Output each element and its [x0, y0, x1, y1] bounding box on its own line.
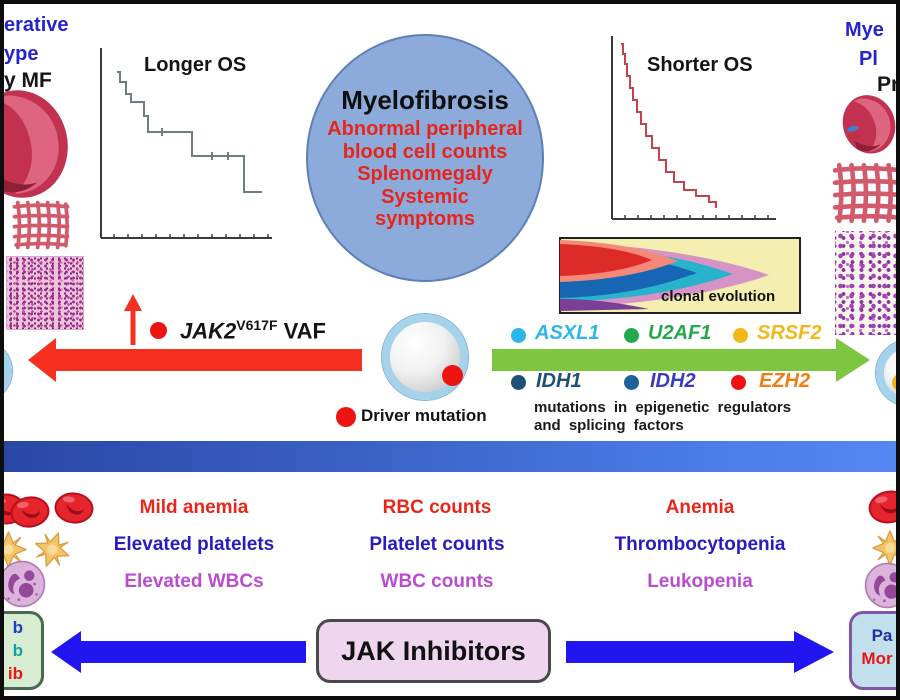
u2af1-dot-icon	[624, 328, 639, 343]
drug-name: Mor	[861, 649, 893, 668]
longer-os-label: Longer OS	[144, 54, 247, 76]
feature-line: Splenomegaly	[357, 163, 493, 186]
drug-name: b	[12, 617, 23, 637]
count-line: Leukopenia	[647, 571, 753, 592]
count-line: Platelet counts	[369, 534, 505, 555]
drug-name: Pa	[871, 626, 893, 645]
driver-legend-dot-icon	[336, 407, 356, 427]
up-arrow-icon	[124, 294, 142, 345]
jak2-variant: V617F	[236, 317, 278, 333]
ezh2-dot-icon	[731, 375, 746, 390]
spleen-icon	[0, 88, 72, 202]
gene-asxl1: ASXL1	[535, 322, 600, 344]
count-line: Elevated platelets	[113, 534, 275, 555]
count-line: Mild anemia	[139, 497, 249, 518]
feature-line: Abnormal peripheral	[327, 118, 523, 141]
right-phenotype-line-1: Mye	[845, 19, 884, 41]
count-line: Anemia	[665, 497, 735, 518]
shorter-os-label: Shorter OS	[647, 54, 753, 76]
left-therapy-arrow	[51, 631, 306, 673]
epigenetic-caption-line-2: and splicing factors	[534, 417, 684, 434]
jak2-vaf-label: JAK2V617F VAF	[180, 317, 326, 344]
left-progression-arrow	[28, 338, 362, 382]
drug-name: b	[12, 640, 23, 660]
spleen-icon	[838, 94, 898, 156]
count-line: RBC counts	[382, 497, 492, 518]
middle-counts-column: RBC counts Platelet counts WBC counts	[344, 497, 530, 592]
right-progression-arrow	[492, 338, 870, 382]
left-counts-column: Mild anemia Elevated platelets Elevated …	[89, 497, 299, 592]
rbc-icon	[868, 489, 900, 525]
gene-srsf2: SRSF2	[757, 322, 822, 344]
platelet-icon	[872, 530, 900, 566]
right-drug-box	[849, 611, 896, 690]
jak-inhibitors-label: JAK Inhibitors	[341, 635, 526, 666]
left-drug-box: b b ib	[4, 611, 44, 690]
jak2-gene: JAK2	[180, 318, 237, 344]
drug-name: ib	[7, 663, 23, 683]
longer-os-survival-curve	[100, 48, 272, 239]
count-line: Thrombocytopenia	[614, 534, 786, 555]
idh2-dot-icon	[624, 375, 639, 390]
disease-title: Myelofibrosis	[341, 85, 509, 116]
stem-cell-icon	[382, 314, 468, 400]
rbc-icon	[10, 495, 50, 529]
vaf-suffix: VAF	[283, 318, 326, 344]
gene-idh1: IDH1	[536, 370, 582, 392]
stem-cell-icon	[876, 340, 896, 406]
idh1-dot-icon	[511, 375, 526, 390]
rbc-icon	[54, 491, 94, 525]
srsf2-dot-icon	[733, 328, 748, 343]
gene-ezh2: EZH2	[759, 370, 811, 392]
shorter-os-survival-curve	[611, 36, 776, 220]
right-phenotype-line-3: Pr	[877, 73, 900, 96]
feature-line: Systemic	[381, 185, 469, 208]
left-phenotype-line-3: y MF	[4, 69, 52, 92]
phenotype-spectrum-bar	[4, 441, 896, 472]
driver-mutation-dot-icon	[442, 365, 463, 386]
left-phenotype-line-1: erative	[4, 14, 69, 36]
wbc-icon	[864, 562, 900, 609]
jak-inhibitors-box: JAK Inhibitors	[316, 619, 551, 683]
driver-mutation-label: Driver mutation	[361, 406, 487, 425]
feature-line: blood cell counts	[342, 140, 508, 163]
feature-line: symptoms	[374, 208, 476, 231]
secondary-mutation-dot-icon	[892, 374, 896, 391]
right-therapy-arrow	[566, 631, 834, 673]
clonal-evolution-label: clonal evolution	[661, 288, 776, 305]
asxl1-dot-icon	[511, 328, 526, 343]
epigenetic-caption-line-1: mutations in epigenetic regulators	[534, 399, 792, 416]
bone-marrow-histology-image	[6, 256, 84, 330]
right-phenotype-line-2: Pl	[859, 48, 878, 70]
red-dot-icon	[150, 322, 167, 339]
clonal-evolution-plot	[559, 237, 801, 314]
gene-u2af1: U2AF1	[648, 322, 712, 344]
blood-smear-image	[835, 231, 896, 335]
wbc-icon	[0, 560, 46, 608]
gene-idh2: IDH2	[650, 370, 696, 392]
fibrosis-mesh-icon	[12, 200, 70, 250]
count-line: WBC counts	[380, 571, 494, 592]
right-counts-column: Anemia Thrombocytopenia Leukopenia	[587, 497, 813, 592]
myelofibrosis-circle: Myelofibrosis Abnormal peripheral blood …	[306, 34, 544, 282]
count-line: Elevated WBCs	[124, 571, 264, 592]
stem-cell-icon	[4, 340, 12, 402]
left-phenotype-line-2: ype	[4, 43, 39, 65]
fibrosis-mesh-icon	[832, 159, 900, 227]
